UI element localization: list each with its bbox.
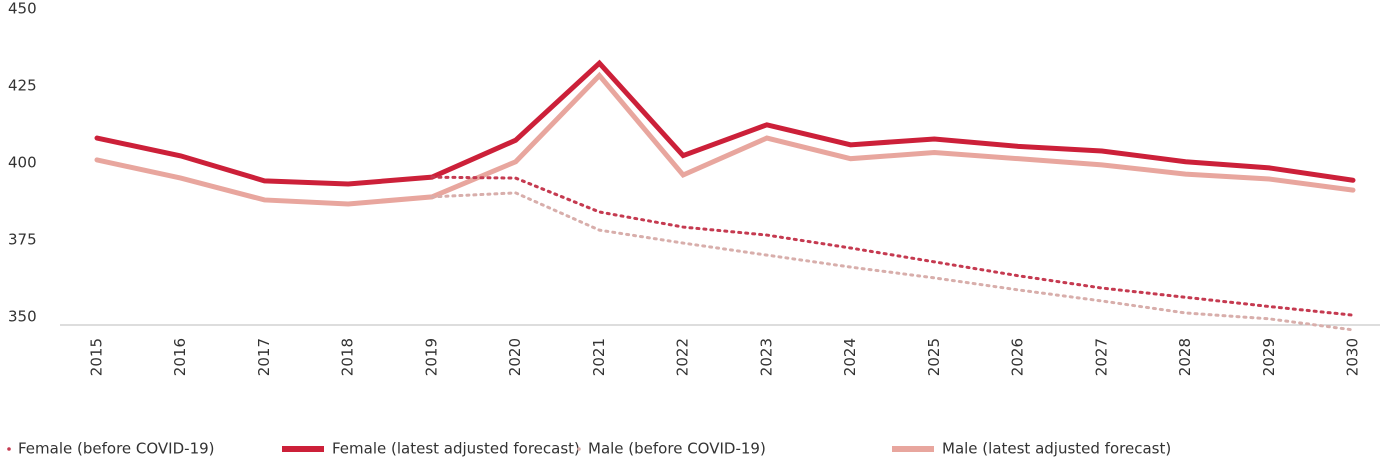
x-tick-label: 2026	[1009, 338, 1027, 376]
x-tick-label: 2015	[88, 338, 106, 376]
legend-swatch	[892, 446, 934, 452]
x-tick-label: 2030	[1344, 338, 1362, 376]
x-tick-label: 2017	[255, 338, 273, 376]
x-tick-label: 2029	[1260, 338, 1278, 376]
y-tick-label: 425	[8, 77, 37, 95]
legend-label: Male (before COVID-19)	[588, 440, 766, 458]
x-tick-label: 2022	[674, 338, 692, 376]
legend-label: Male (latest adjusted forecast)	[942, 440, 1171, 458]
y-tick-label: 375	[8, 231, 37, 249]
legend-swatch	[282, 446, 324, 452]
x-tick-label: 2025	[925, 338, 943, 376]
x-tick-label: 2016	[171, 338, 189, 376]
y-tick-label: 400	[8, 154, 37, 172]
x-tick-label: 2021	[590, 338, 608, 376]
legend-swatch	[7, 447, 11, 451]
x-tick-label: 2018	[339, 338, 357, 376]
x-tick-label: 2027	[1092, 338, 1110, 376]
legend-label: Female (latest adjusted forecast)	[332, 440, 580, 458]
line	[94, 71, 1356, 207]
line	[430, 191, 1355, 332]
line	[430, 175, 1355, 317]
x-tick-label: 2023	[757, 338, 775, 376]
x-tick-label: 2024	[841, 338, 859, 376]
y-tick-label: 450	[8, 0, 37, 18]
line	[94, 59, 1356, 187]
x-tick-label: 2019	[422, 338, 440, 376]
x-tick-label: 2020	[506, 338, 524, 376]
x-tick-label: 2028	[1176, 338, 1194, 376]
legend-swatch	[577, 447, 581, 451]
legend-label: Female (before COVID-19)	[18, 440, 215, 458]
y-tick-label: 350	[8, 308, 37, 326]
